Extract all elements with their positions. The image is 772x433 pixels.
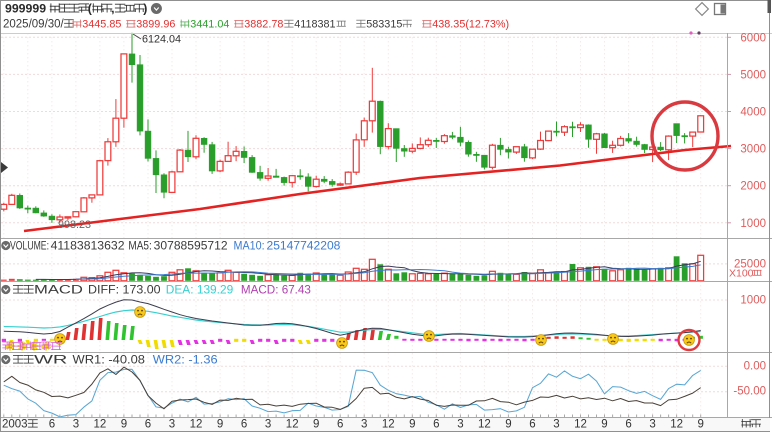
svg-text:3445.85: 3445.85 [82,19,121,31]
svg-text:12: 12 [286,419,299,431]
svg-text:9: 9 [121,419,127,431]
svg-text:9: 9 [217,419,223,431]
svg-text:1000: 1000 [740,218,766,230]
svg-text:4118381: 4118381 [294,19,335,31]
svg-text:12: 12 [190,419,203,431]
svg-text:6: 6 [433,419,439,431]
svg-text:DIFF: 173.00: DIFF: 173.00 [88,285,161,297]
svg-text:1000: 1000 [740,295,766,307]
svg-text:2003: 2003 [2,419,28,431]
svg-text:WR1: -40.08: WR1: -40.08 [73,355,146,367]
svg-text:12: 12 [574,419,587,431]
svg-text:4000: 4000 [740,107,766,119]
svg-text:WR: WR [34,355,67,367]
svg-text:25000: 25000 [734,259,766,271]
svg-text:6: 6 [49,419,55,431]
svg-text:583315: 583315 [366,19,402,31]
svg-text:3: 3 [361,419,367,431]
svg-text:6: 6 [625,419,631,431]
svg-text:VOLUME:: VOLUME: [10,241,49,253]
svg-text:2000: 2000 [740,181,766,193]
svg-text:DEA: 139.29: DEA: 139.29 [166,285,233,297]
svg-text:0.00: 0.00 [744,361,766,373]
svg-text:MACD: MACD [34,285,83,297]
svg-text:12: 12 [94,419,107,431]
svg-text:6: 6 [337,419,343,431]
svg-text:6000: 6000 [740,32,766,44]
svg-text:9: 9 [505,419,511,431]
svg-text:9: 9 [409,419,415,431]
svg-text:12: 12 [478,419,491,431]
svg-text:X100: X100 [729,268,754,280]
svg-text:3: 3 [265,419,271,431]
svg-text:): ) [143,2,147,16]
svg-text:6: 6 [241,419,247,431]
svg-text:998.23: 998.23 [58,219,91,231]
svg-text:9: 9 [697,419,703,431]
svg-text:6: 6 [529,419,535,431]
svg-text:2025/09/30/: 2025/09/30/ [3,19,65,31]
svg-text:438.35(12.73%): 438.35(12.73%) [432,19,509,31]
svg-text:5000: 5000 [740,69,766,81]
svg-text:999999: 999999 [5,2,46,16]
svg-text:MA10:: MA10: [234,241,265,253]
svg-text:MACD: 67.43: MACD: 67.43 [241,285,311,297]
svg-text:30788595712: 30788595712 [154,241,228,253]
svg-text:3: 3 [649,419,655,431]
svg-text:3441.04: 3441.04 [190,19,229,31]
svg-text:25147742208: 25147742208 [267,241,341,253]
svg-text:3882.78: 3882.78 [244,19,283,31]
svg-text:MA5:: MA5: [128,241,151,253]
svg-text:3899.96: 3899.96 [136,19,175,31]
svg-text:,: , [111,2,114,16]
svg-text:(: ( [88,2,93,16]
svg-text:12: 12 [382,419,395,431]
svg-text:WR2: -1.36: WR2: -1.36 [153,355,218,367]
svg-text:6: 6 [145,419,151,431]
svg-text:3000: 3000 [740,144,766,156]
svg-text:-50.00: -50.00 [733,386,766,398]
svg-text:3: 3 [553,419,559,431]
svg-text:41183813632: 41183813632 [51,241,125,253]
svg-text:3: 3 [73,419,79,431]
svg-text:9: 9 [313,419,319,431]
svg-text:3: 3 [169,419,175,431]
svg-text:6124.04: 6124.04 [142,34,181,46]
svg-text:3: 3 [457,419,463,431]
svg-text:12: 12 [670,419,683,431]
svg-text:9: 9 [601,419,607,431]
